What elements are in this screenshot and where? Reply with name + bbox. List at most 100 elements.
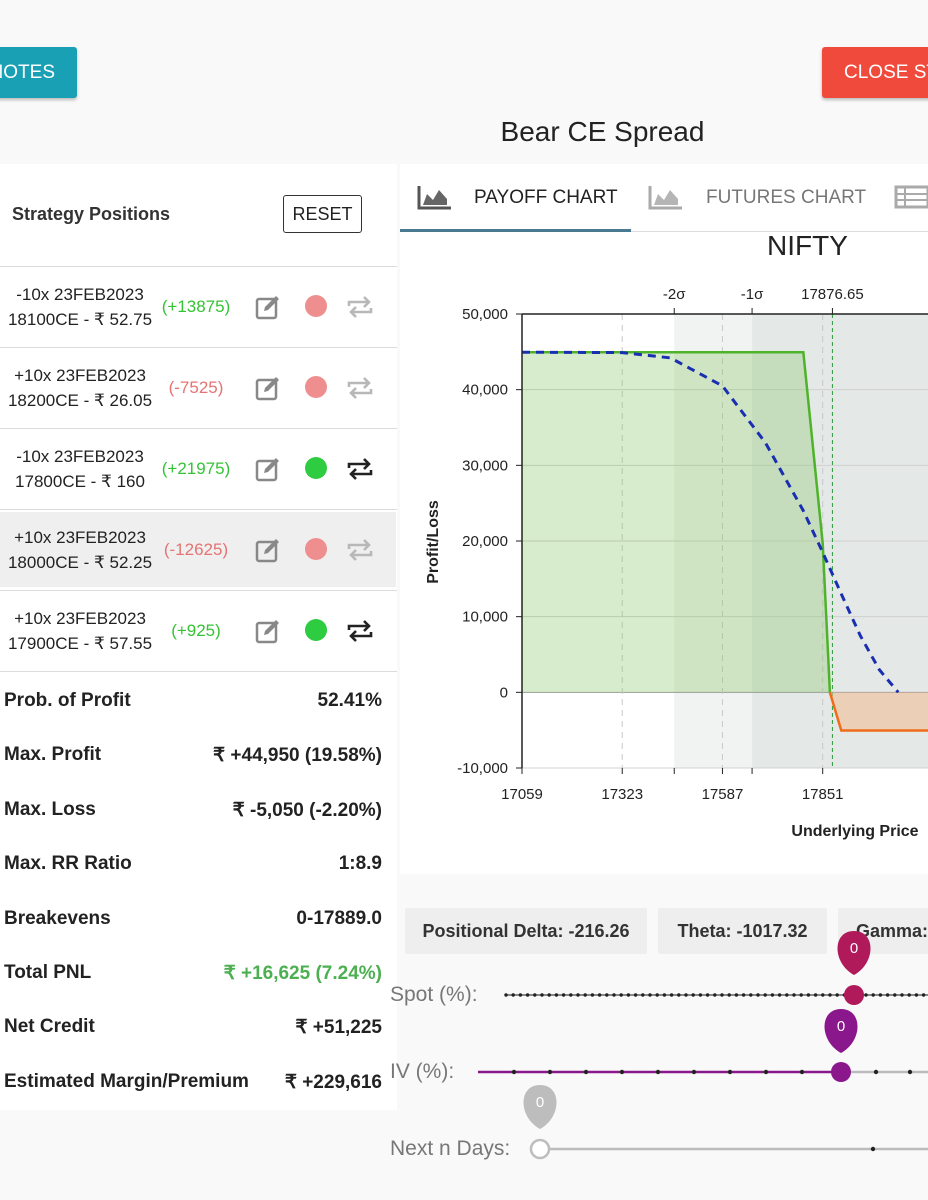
stat-label: Max. RR Ratio: [4, 853, 132, 875]
spot-slider-step: [828, 993, 832, 997]
top-axis-label: 17876.65: [801, 286, 864, 303]
edit-icon[interactable]: [255, 294, 281, 325]
status-toggle[interactable]: [305, 295, 327, 317]
stat-label: Total PNL: [4, 962, 92, 983]
spot-slider-step: [893, 993, 897, 997]
payoff-chart: 50,000 40,000 30,000 20,000 10,000 0 -10,000 17…: [425, 286, 928, 840]
area-chart-icon: [648, 184, 684, 215]
x-tick-label: 17851: [802, 786, 844, 803]
reset-button[interactable]: RESET: [283, 195, 362, 233]
close-strategy-button[interactable]: CLOSE ST: [822, 47, 928, 98]
status-toggle[interactable]: [305, 619, 327, 641]
stat-label: Breakevens: [4, 907, 111, 929]
divider: [0, 671, 397, 672]
tab-payoff-chart[interactable]: PAYOFF CHART: [474, 187, 618, 208]
chart-title: NIFTY: [767, 230, 848, 261]
spot-slider-step: [792, 993, 796, 997]
swap-icon[interactable]: [345, 456, 375, 487]
spot-slider-step: [590, 993, 595, 997]
spot-slider-step: [684, 993, 688, 997]
position-contract: -10x 23FEB2023: [16, 447, 144, 466]
spot-slider-step: [554, 993, 559, 997]
days-value: 0: [536, 1094, 544, 1111]
spot-slider-step: [626, 993, 631, 997]
iv-value-bubble: [824, 1009, 858, 1053]
position-pnl: (-7525): [168, 378, 224, 397]
spot-slider-step: [619, 993, 623, 997]
edit-icon[interactable]: [255, 456, 281, 487]
y-tick-label: 50,000: [462, 306, 508, 323]
stat-label: Estimated Margin/Premium: [4, 1070, 249, 1092]
divider: [0, 347, 397, 348]
spot-slider-step: [871, 993, 875, 997]
spot-slider-step: [864, 993, 868, 997]
spot-slider-thumb[interactable]: [844, 985, 864, 1005]
spot-slider-step: [547, 993, 551, 997]
divider: [0, 266, 397, 267]
position-pnl: (-12625): [163, 540, 229, 559]
spot-slider-step: [662, 993, 667, 997]
y-tick-label: 30,000: [462, 457, 508, 474]
status-toggle[interactable]: [305, 376, 327, 398]
status-toggle[interactable]: [305, 538, 327, 560]
swap-icon[interactable]: [345, 294, 375, 325]
edit-icon[interactable]: [255, 375, 281, 406]
spot-slider-step: [648, 993, 652, 997]
spot-slider-step: [504, 993, 508, 997]
stat-value: ₹ -5,050 (-2.20%): [232, 799, 382, 821]
spot-slider-step: [756, 993, 760, 997]
spot-slider-step: [597, 993, 602, 997]
spot-slider-step: [907, 993, 911, 997]
stat-label: Prob. of Profit: [4, 690, 131, 711]
strategy-title: Bear CE Spread: [500, 116, 705, 147]
spot-slider-step: [806, 993, 811, 997]
stat-value: ₹ +51,225: [295, 1017, 382, 1039]
swap-icon[interactable]: [345, 537, 375, 568]
iv-slider-thumb[interactable]: [831, 1062, 851, 1082]
y-tick-label: 20,000: [462, 533, 508, 550]
spot-slider-step: [727, 993, 731, 997]
iv-slider-step: [691, 1069, 697, 1075]
position-strike-price: 17800CE - ₹ 160: [15, 472, 145, 491]
spot-slider-step: [878, 993, 883, 997]
swap-icon[interactable]: [345, 375, 375, 406]
spot-slider-step: [525, 993, 530, 997]
table-icon[interactable]: [894, 184, 928, 215]
iv-slider-step: [907, 1069, 913, 1075]
position-contract: +10x 23FEB2023: [14, 366, 146, 385]
spot-slider-step: [720, 993, 724, 997]
stat-value: ₹ +229,616: [284, 1071, 382, 1093]
reset-label: RESET: [292, 203, 353, 224]
position-contract: +10x 23FEB2023: [14, 528, 146, 547]
expiry-line-loss: [828, 691, 928, 732]
position-contract: -10x 23FEB2023: [16, 285, 144, 304]
notes-button[interactable]: NOTES: [0, 47, 77, 98]
spot-slider-step: [741, 993, 746, 997]
stat-label: Max. Profit: [4, 744, 102, 766]
spot-slider-step: [655, 993, 659, 997]
divider: [0, 428, 397, 429]
spot-slider-step: [540, 993, 544, 997]
edit-icon[interactable]: [255, 618, 281, 649]
iv-slider-step: [873, 1069, 879, 1075]
positions-title: Strategy Positions: [12, 204, 171, 224]
tab-futures-chart[interactable]: FUTURES CHART: [706, 187, 867, 208]
top-axis-label: -2σ: [663, 286, 686, 303]
spot-slider-step: [749, 993, 753, 997]
edit-icon[interactable]: [255, 537, 281, 568]
profit-area: [522, 352, 830, 693]
spot-slider-step: [533, 993, 537, 997]
spot-value: 0: [850, 940, 858, 957]
position-strike-price: 18000CE - ₹ 52.25: [7, 553, 153, 572]
stat-value: 52.41%: [317, 690, 382, 711]
swap-icon[interactable]: [345, 618, 375, 649]
spot-slider-step: [914, 993, 919, 997]
spot-slider-step: [734, 993, 739, 997]
days-slider-thumb[interactable]: [529, 1138, 551, 1160]
spot-slider-step: [561, 993, 566, 997]
area-chart-icon: [417, 184, 453, 215]
spot-slider-step: [691, 993, 695, 997]
notes-button-label: NOTES: [0, 61, 55, 83]
spot-slider-step: [777, 993, 782, 997]
status-toggle[interactable]: [305, 457, 327, 479]
